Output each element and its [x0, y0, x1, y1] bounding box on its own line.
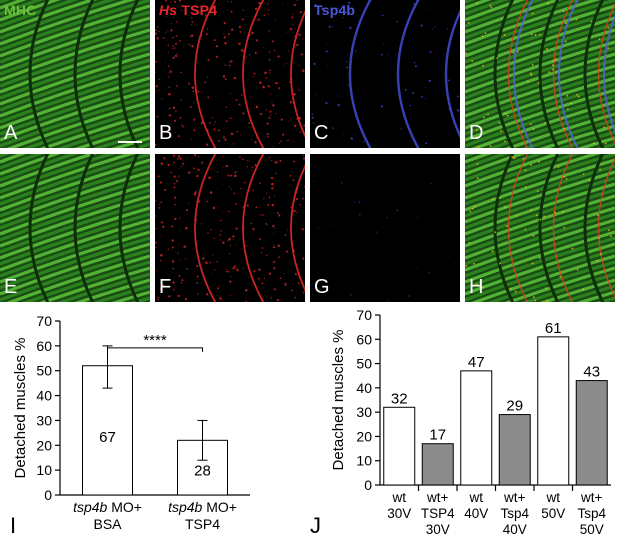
panel-letter-a: A [4, 122, 18, 144]
x-tick-label: wt [469, 490, 484, 505]
scale-bar [118, 141, 142, 143]
panel-a-mhc: MHC A [0, 0, 150, 148]
muscle-texture [0, 0, 150, 148]
y-axis-label: Detached muscles % [330, 330, 347, 471]
x-tick-label: Tsp4 [500, 506, 529, 521]
muscle-texture [0, 154, 150, 302]
red-staining [155, 0, 305, 148]
panel-c-tsp4b: Tsp4b C [310, 0, 460, 148]
panel-letter-b: B [159, 122, 173, 144]
x-tick-label: tsp4b MO+ [168, 499, 237, 515]
merge-texture [465, 154, 615, 302]
x-tick-label: 40V [464, 506, 488, 521]
blue-staining [311, 174, 460, 302]
x-tick-label: 50V [541, 506, 565, 521]
y-tick-label: 40 [36, 388, 52, 404]
x-tick-label: wt [392, 490, 407, 505]
x-tick-label: wt [546, 490, 561, 505]
panel-letter-g: G [314, 276, 330, 298]
title-hs: Hs [159, 2, 178, 18]
y-tick-label: 10 [36, 462, 52, 478]
x-tick-label: 40V [503, 522, 527, 537]
bar [498, 414, 531, 486]
bar-value-label: 61 [545, 320, 562, 337]
y-tick-label: 10 [356, 453, 372, 469]
bar-value-label: 43 [583, 364, 600, 381]
x-tick-label: wt+ [503, 490, 526, 505]
chart-i: 0 10 20 30 40 50 60 70 Detached muscles % 67 tsp4b… [10, 313, 250, 538]
panel-g-tsp4b: G [310, 154, 460, 302]
panel-title-tsp4b: Tsp4b [314, 2, 356, 18]
x-tick-label: Tsp4 [577, 506, 606, 521]
y-tick-label: 20 [36, 437, 52, 453]
panel-letter: I [10, 513, 16, 538]
panel-letter-c: C [314, 122, 329, 144]
panel-d-merge: D [465, 0, 615, 148]
panel-e-mhc: E [0, 154, 150, 302]
bar-value-label: 17 [429, 427, 446, 444]
x-tick-label: BSA [93, 516, 122, 532]
panel-letter-e: E [4, 276, 18, 298]
merge-texture [465, 0, 615, 148]
x-tick-label: TSP4 [421, 506, 455, 521]
y-tick-label: 20 [356, 428, 372, 444]
bar-value-label: 28 [194, 462, 211, 479]
bar [575, 380, 608, 486]
panel-letter: J [310, 513, 321, 538]
bar-value-label: 67 [99, 429, 116, 446]
panel-letter-f: F [159, 276, 172, 298]
y-tick-label: 30 [36, 412, 52, 428]
blue-staining [311, 0, 460, 148]
bar [460, 370, 493, 486]
panel-b-hs-tsp4: Hs TSP4 B [155, 0, 305, 148]
x-tick-label: wt+ [580, 490, 603, 505]
y-tick-label: 50 [36, 363, 52, 379]
panel-title-hs-tsp4: Hs TSP4 [159, 2, 217, 18]
significance-bracket [107, 347, 203, 352]
significance-label: **** [143, 332, 167, 349]
y-axis-label: Detached muscles % [12, 338, 29, 479]
panel-h-merge: H [465, 154, 615, 302]
x-tick-label: 50V [580, 522, 604, 537]
y-tick-label: 30 [356, 404, 372, 420]
y-tick-label: 0 [44, 487, 52, 503]
x-tick-label: 30V [387, 506, 411, 521]
bar [537, 336, 570, 486]
x-tick-label: wt+ [426, 490, 449, 505]
x-tick-label: tsp4b MO+ [73, 499, 142, 515]
bar-value-label: 29 [506, 398, 523, 415]
bar-value-label: 47 [468, 354, 485, 371]
y-tick-label: 70 [356, 307, 372, 323]
panel-letter-d: D [469, 122, 484, 144]
y-tick-label: 0 [364, 477, 372, 493]
bar [421, 443, 454, 486]
x-tick-label: 30V [426, 522, 450, 537]
panel-f-hs-tsp4: F [155, 154, 305, 302]
y-tick-label: 70 [36, 313, 52, 329]
panel-letter-h: H [469, 276, 484, 298]
title-tsp4: TSP4 [177, 2, 218, 18]
bar-value-label: 32 [391, 390, 408, 407]
red-staining [155, 154, 305, 302]
bar [383, 406, 416, 486]
y-tick-label: 50 [356, 356, 372, 372]
y-tick-label: 60 [356, 331, 372, 347]
panel-title-mhc: MHC [4, 2, 37, 18]
y-tick-label: 60 [36, 338, 52, 354]
x-tick-label: TSP4 [185, 516, 220, 532]
y-tick-label: 40 [356, 380, 372, 396]
